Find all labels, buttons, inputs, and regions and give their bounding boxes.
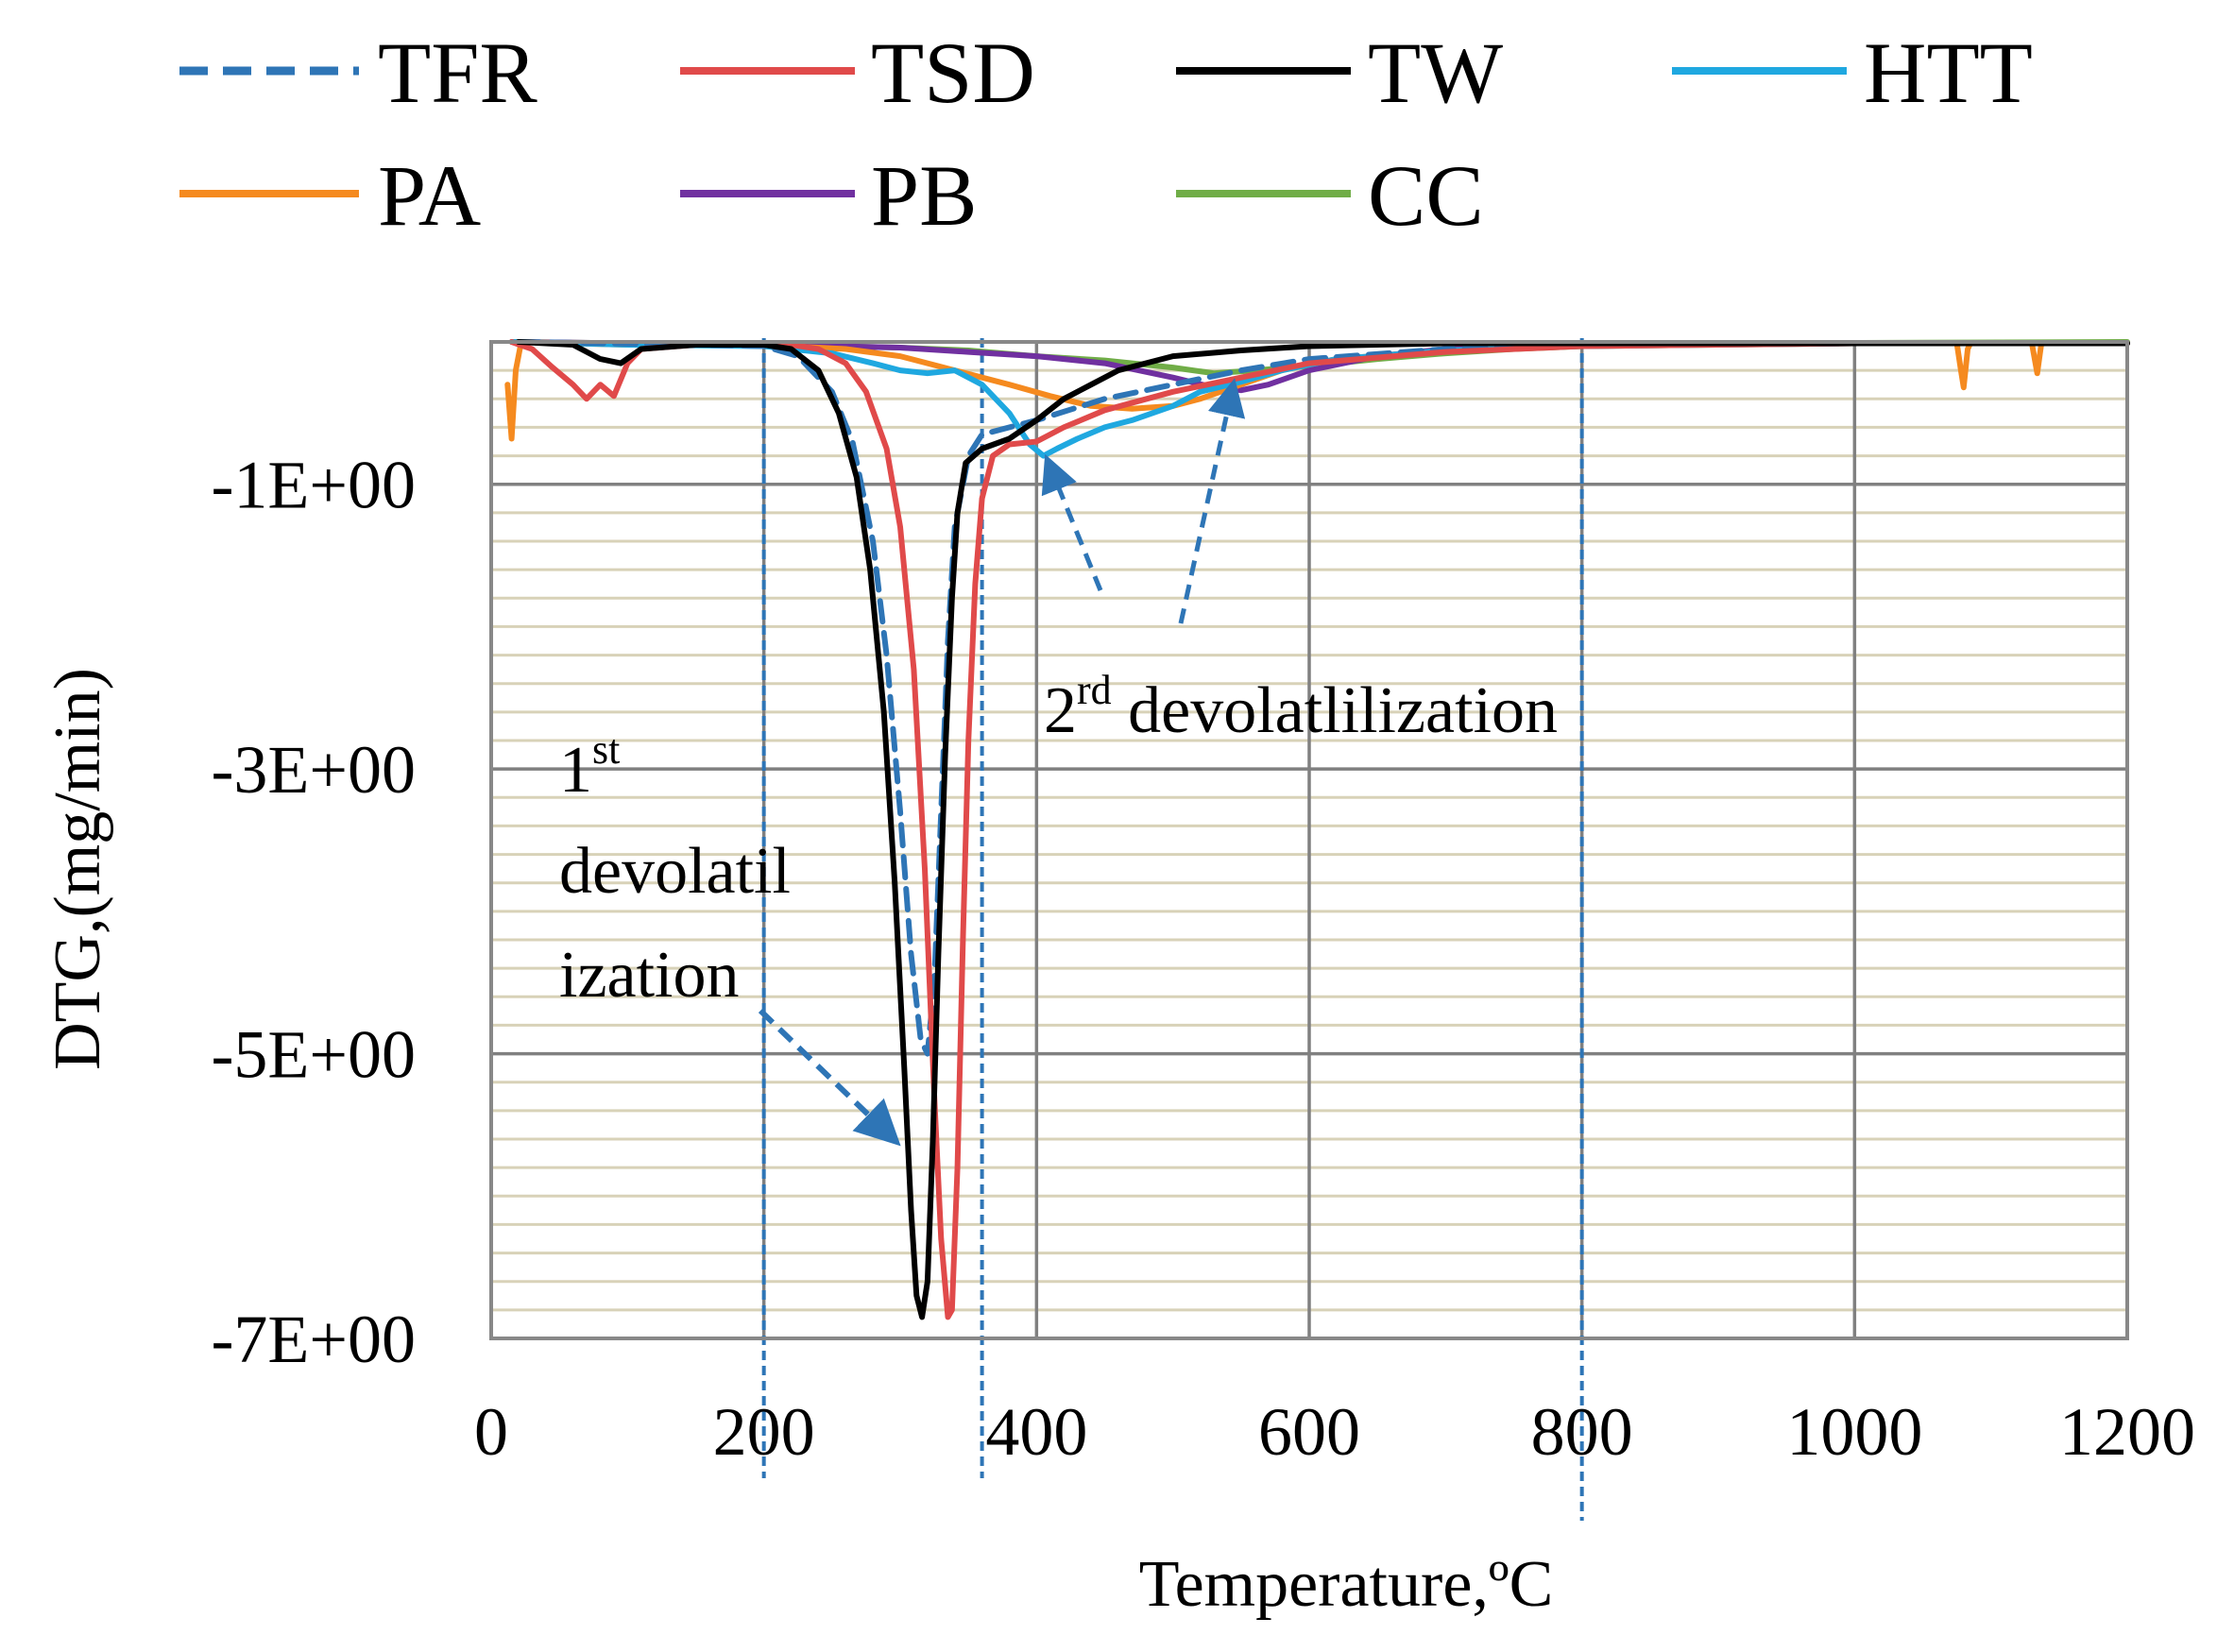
series-line-tsd bbox=[508, 339, 2130, 1320]
legend-label-pb: PB bbox=[871, 147, 978, 244]
legend-item-pa[interactable]: PA bbox=[179, 147, 481, 244]
legend-label-tw: TW bbox=[1368, 25, 1503, 121]
x-tick-label: 1200 bbox=[2059, 1394, 2195, 1470]
annotation-second-label: 2rd devolatlilization bbox=[1044, 667, 1558, 747]
x-tick-label: 800 bbox=[1531, 1394, 1633, 1470]
legend-label-cc: CC bbox=[1368, 147, 1484, 244]
annotation-first-devolatilization: 1st devolatil ization bbox=[559, 726, 901, 1147]
y-tick-label: -1E+00 bbox=[211, 448, 416, 523]
plot-area bbox=[489, 338, 2130, 1521]
legend-label-htt: HTT bbox=[1864, 25, 2033, 121]
annotation-first-line2: devolatil bbox=[559, 835, 791, 908]
legend-item-htt[interactable]: HTT bbox=[1672, 25, 2033, 121]
x-tick-label: 400 bbox=[985, 1394, 1087, 1470]
y-tick-label: -3E+00 bbox=[211, 732, 416, 808]
legend-item-pb[interactable]: PB bbox=[680, 147, 978, 244]
x-axis-title: Temperature,ºC bbox=[1139, 1548, 1554, 1621]
annotation-second-arrow-right bbox=[1178, 378, 1246, 624]
x-tick-label: 0 bbox=[474, 1394, 508, 1470]
x-tick-label: 600 bbox=[1258, 1394, 1360, 1470]
series-line-tw bbox=[515, 339, 2130, 1320]
legend: TFR TSD TW HTT PA PB CC bbox=[179, 25, 2033, 244]
x-tick-label: 1000 bbox=[1786, 1394, 1922, 1470]
y-tick-label: -5E+00 bbox=[211, 1017, 416, 1093]
legend-item-tfr[interactable]: TFR bbox=[179, 25, 537, 121]
x-axis: 0 200 400 600 800 1000 1200 bbox=[474, 1394, 2195, 1470]
series-line-tfr bbox=[515, 339, 2130, 1057]
legend-item-tw[interactable]: TW bbox=[1176, 25, 1503, 121]
y-tick-label: -7E+00 bbox=[211, 1302, 416, 1377]
legend-item-tsd[interactable]: TSD bbox=[680, 25, 1035, 121]
legend-item-cc[interactable]: CC bbox=[1176, 147, 1484, 244]
annotation-first-line3: ization bbox=[559, 939, 739, 1012]
y-axis: -1E+00 -3E+00 -5E+00 -7E+00 bbox=[211, 448, 416, 1377]
annotation-first-arrow bbox=[758, 1008, 901, 1147]
plot-border bbox=[489, 340, 2129, 1340]
x-tick-label: 200 bbox=[713, 1394, 815, 1470]
annotation-first-line1: 1st bbox=[559, 726, 620, 807]
legend-label-tsd: TSD bbox=[871, 25, 1035, 121]
y-axis-title: DTG,(mg/min) bbox=[42, 668, 114, 1070]
legend-label-tfr: TFR bbox=[378, 25, 537, 121]
annotation-second-devolatilization: 2rd devolatlilization bbox=[1041, 378, 1558, 747]
legend-label-pa: PA bbox=[378, 147, 481, 244]
